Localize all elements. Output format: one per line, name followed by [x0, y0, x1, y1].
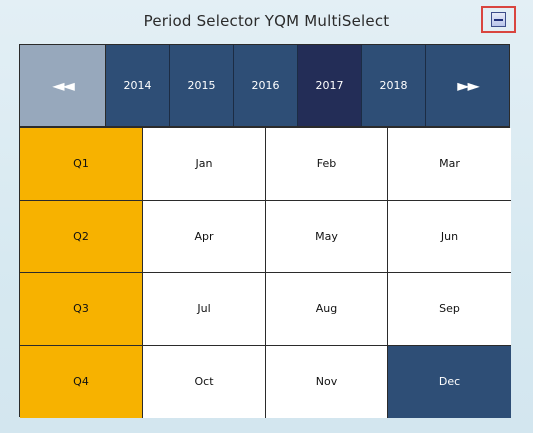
month-aug[interactable]: Aug [266, 273, 388, 346]
quarter-q1[interactable]: Q1 [20, 128, 143, 201]
minimize-button[interactable] [481, 6, 516, 33]
month-mar[interactable]: Mar [388, 128, 511, 201]
minimize-icon[interactable] [491, 12, 506, 27]
quarter-q2[interactable]: Q2 [20, 200, 143, 273]
month-sep[interactable]: Sep [388, 273, 511, 346]
year-selector: ◄◄ 2014 2015 2016 2017 2018 ►► [19, 44, 510, 127]
year-2014[interactable]: 2014 [106, 45, 170, 126]
month-may[interactable]: May [266, 200, 388, 273]
year-2018[interactable]: 2018 [362, 45, 426, 126]
year-2015[interactable]: 2015 [170, 45, 234, 126]
month-oct[interactable]: Oct [143, 345, 266, 418]
month-jun[interactable]: Jun [388, 200, 511, 273]
month-jul[interactable]: Jul [143, 273, 266, 346]
month-apr[interactable]: Apr [143, 200, 266, 273]
month-feb[interactable]: Feb [266, 128, 388, 201]
month-nov[interactable]: Nov [266, 345, 388, 418]
page-title: Period Selector YQM MultiSelect [143, 12, 390, 30]
year-2016[interactable]: 2016 [234, 45, 298, 126]
next-years-button[interactable]: ►► [426, 45, 509, 126]
month-dec[interactable]: Dec [388, 345, 511, 418]
quarter-q3[interactable]: Q3 [20, 273, 143, 346]
quarter-q4[interactable]: Q4 [20, 345, 143, 418]
year-2017[interactable]: 2017 [298, 45, 362, 126]
previous-years-button[interactable]: ◄◄ [20, 45, 106, 126]
quarter-month-grid: Q1 Jan Feb Mar Q2 Apr May Jun Q3 Jul Aug… [19, 127, 511, 418]
month-jan[interactable]: Jan [143, 128, 266, 201]
